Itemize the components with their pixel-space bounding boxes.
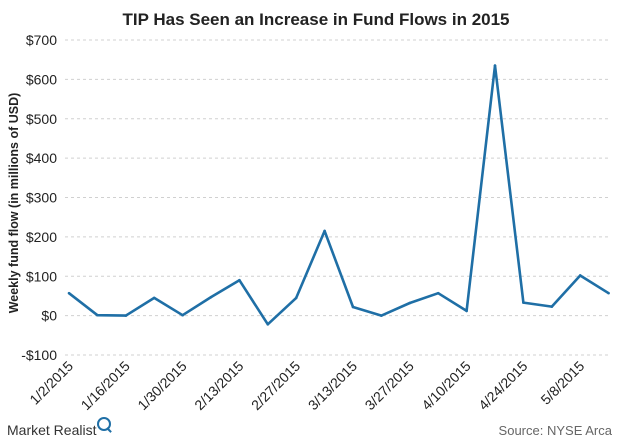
data-point — [323, 229, 326, 233]
y-tick-label: $200 — [26, 229, 57, 245]
data-point — [436, 291, 440, 295]
data-point — [408, 301, 412, 305]
data-point — [465, 309, 468, 313]
y-tick-label: $700 — [26, 32, 57, 48]
magnifier-icon — [97, 417, 112, 431]
x-tick-label: 2/13/2015 — [191, 358, 247, 414]
x-tick-label: 1/2/2015 — [26, 358, 76, 408]
y-tick-label: $500 — [26, 111, 57, 127]
data-point — [152, 296, 156, 300]
y-axis-label: Weekly fund flow (in millions of USD) — [7, 93, 21, 314]
brand-logo: Market Realist — [7, 417, 112, 438]
x-tick-label: 4/24/2015 — [475, 358, 531, 414]
y-axis-ticks: -$100 $0 $100 $200 $300 $400 $500 $600 $700 — [21, 32, 57, 363]
data-point — [181, 313, 184, 317]
gridlines — [65, 39, 608, 356]
data-point — [550, 305, 554, 308]
y-tick-label: $100 — [26, 268, 57, 284]
data-point — [266, 322, 270, 326]
x-axis-ticks: 1/2/2015 1/16/2015 1/30/2015 2/13/2015 2/27/… — [26, 358, 587, 414]
data-point — [578, 274, 582, 277]
data-point — [522, 301, 525, 304]
series-line — [68, 64, 610, 326]
x-tick-label: 3/27/2015 — [362, 358, 418, 414]
y-tick-label: $400 — [26, 150, 57, 166]
x-tick-label: 5/8/2015 — [537, 358, 587, 408]
data-point — [607, 291, 610, 295]
x-tick-label: 2/27/2015 — [248, 358, 304, 414]
chart-title: TIP Has Seen an Increase in Fund Flows i… — [122, 10, 509, 29]
x-tick-label: 3/13/2015 — [305, 358, 361, 414]
data-point — [238, 278, 241, 282]
data-point — [493, 64, 497, 67]
data-point — [67, 291, 71, 295]
y-tick-label: $300 — [26, 190, 57, 206]
brand-name: Market Realist — [7, 422, 97, 438]
data-point — [294, 296, 298, 300]
x-tick-label: 4/10/2015 — [418, 358, 474, 414]
x-tick-label: 1/16/2015 — [78, 358, 134, 414]
y-tick-label: $0 — [41, 308, 57, 324]
y-tick-label: -$100 — [21, 347, 57, 363]
data-point — [96, 313, 99, 317]
x-tick-label: 1/30/2015 — [134, 358, 190, 414]
data-point — [351, 305, 355, 309]
series-group — [67, 64, 610, 326]
data-point — [124, 314, 128, 317]
data-point — [209, 295, 213, 299]
source-note: Source: NYSE Arca — [498, 423, 612, 438]
data-point — [380, 314, 383, 317]
y-tick-label: $600 — [26, 71, 57, 87]
